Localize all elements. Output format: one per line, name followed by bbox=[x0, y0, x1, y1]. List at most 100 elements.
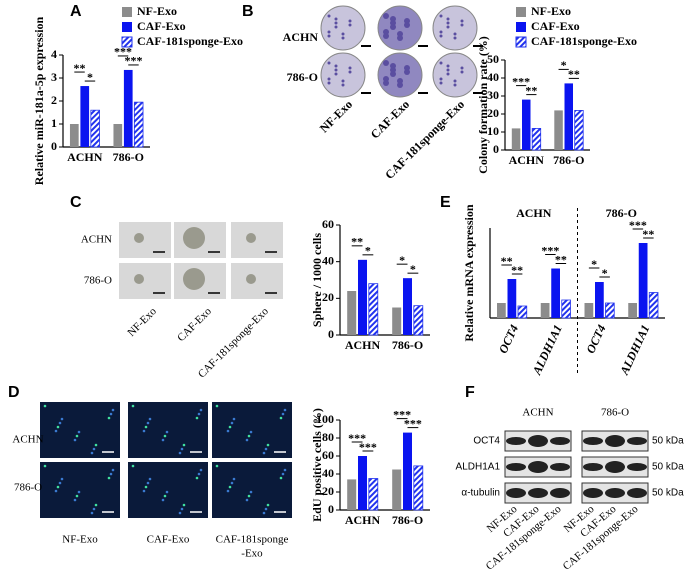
colony-dot bbox=[439, 34, 443, 38]
row-label: ACHN bbox=[12, 434, 43, 446]
nucleus bbox=[107, 476, 111, 480]
nucleus bbox=[73, 498, 77, 502]
row-label: ACHN bbox=[283, 30, 319, 44]
colony-dot bbox=[404, 18, 410, 24]
colony-dot bbox=[334, 25, 338, 29]
bar bbox=[540, 303, 550, 318]
colony-dot bbox=[446, 21, 450, 25]
x-tick-label: 786-O bbox=[553, 153, 584, 167]
x-tick-label: OCT4 bbox=[496, 323, 521, 356]
nucleus bbox=[230, 481, 234, 485]
significance: *** bbox=[629, 218, 647, 232]
band bbox=[528, 461, 548, 473]
edu-image bbox=[212, 402, 292, 458]
nucleus bbox=[197, 412, 201, 416]
nucleus bbox=[180, 447, 184, 451]
y-tick-label: 60 bbox=[322, 448, 334, 462]
nucleus bbox=[92, 507, 96, 511]
band bbox=[627, 437, 647, 445]
cell-line-label: 786-O bbox=[601, 407, 629, 419]
significance: * bbox=[87, 70, 93, 84]
bar bbox=[347, 479, 357, 510]
bar bbox=[564, 83, 573, 150]
bar bbox=[628, 303, 637, 318]
nucleus bbox=[215, 404, 219, 408]
significance: *** bbox=[124, 54, 142, 68]
band bbox=[528, 435, 548, 447]
sphere bbox=[183, 227, 205, 249]
row-label: ACHN bbox=[81, 234, 112, 246]
legend-label: CAF-181sponge-Exo bbox=[531, 34, 637, 48]
y-tick-label: 10 bbox=[487, 124, 499, 138]
nucleus bbox=[111, 468, 115, 472]
panel-label: C bbox=[70, 194, 82, 211]
nucleus bbox=[178, 511, 182, 515]
colony-dot bbox=[460, 70, 464, 74]
nucleus bbox=[232, 417, 236, 421]
legend-label: NF-Exo bbox=[137, 4, 177, 18]
nucleus bbox=[58, 421, 62, 425]
band bbox=[605, 461, 625, 473]
y-axis-label: EdU positive cells (%) bbox=[310, 408, 324, 522]
nucleus bbox=[142, 489, 146, 493]
bar bbox=[123, 69, 133, 147]
bar bbox=[584, 303, 594, 318]
nucleus bbox=[146, 481, 150, 485]
nucleus bbox=[264, 447, 268, 451]
bar bbox=[648, 292, 659, 319]
bar bbox=[638, 243, 648, 318]
y-tick-label: 40 bbox=[322, 466, 334, 480]
nucleus bbox=[60, 477, 64, 481]
nucleus bbox=[144, 425, 148, 429]
nucleus bbox=[247, 494, 251, 498]
panel-label: D bbox=[8, 384, 20, 401]
y-axis-label: Relative mRNA expression bbox=[462, 204, 476, 341]
panel-label: B bbox=[242, 3, 254, 20]
bar bbox=[605, 302, 615, 319]
colony-dot bbox=[397, 78, 403, 84]
bar bbox=[561, 299, 571, 319]
band bbox=[506, 488, 526, 498]
x-tick-label: ALDH1A1 bbox=[529, 323, 565, 378]
nucleus bbox=[245, 498, 249, 502]
significance: ** bbox=[511, 263, 523, 277]
colony-plate bbox=[432, 52, 478, 98]
colony-plate bbox=[377, 5, 423, 51]
y-tick-label: 100 bbox=[316, 412, 334, 426]
significance: *** bbox=[541, 243, 559, 257]
nucleus bbox=[144, 485, 148, 489]
colony-dot bbox=[348, 19, 352, 23]
y-tick-label: 0 bbox=[51, 139, 57, 153]
colony-dot bbox=[334, 17, 338, 21]
y-tick-label: 80 bbox=[322, 430, 334, 444]
bar bbox=[133, 101, 144, 148]
significance: ** bbox=[555, 252, 567, 266]
panel-label: F bbox=[465, 384, 475, 401]
nucleus bbox=[58, 481, 62, 485]
bar bbox=[90, 109, 100, 148]
colony-dot bbox=[348, 23, 352, 27]
nucleus bbox=[178, 451, 182, 455]
edu-image bbox=[40, 402, 120, 458]
nucleus bbox=[266, 503, 270, 507]
nucleus bbox=[228, 485, 232, 489]
band bbox=[627, 488, 647, 498]
colony-dot bbox=[460, 66, 464, 70]
colony-dot bbox=[348, 66, 352, 70]
nucleus bbox=[195, 476, 199, 480]
protein-label: OCT4 bbox=[473, 436, 500, 447]
colony-dot bbox=[383, 13, 389, 19]
nucleus bbox=[131, 464, 135, 468]
colony-dot bbox=[397, 31, 403, 37]
colony-dot bbox=[404, 65, 410, 71]
bar bbox=[413, 305, 424, 336]
bar bbox=[507, 279, 517, 318]
nucleus bbox=[266, 443, 270, 447]
bar bbox=[403, 432, 412, 510]
colony-dot bbox=[453, 36, 457, 40]
significance: *** bbox=[404, 416, 422, 430]
nucleus bbox=[182, 443, 186, 447]
nucleus bbox=[43, 404, 47, 408]
x-tick-label: ALDH1A1 bbox=[617, 323, 653, 378]
